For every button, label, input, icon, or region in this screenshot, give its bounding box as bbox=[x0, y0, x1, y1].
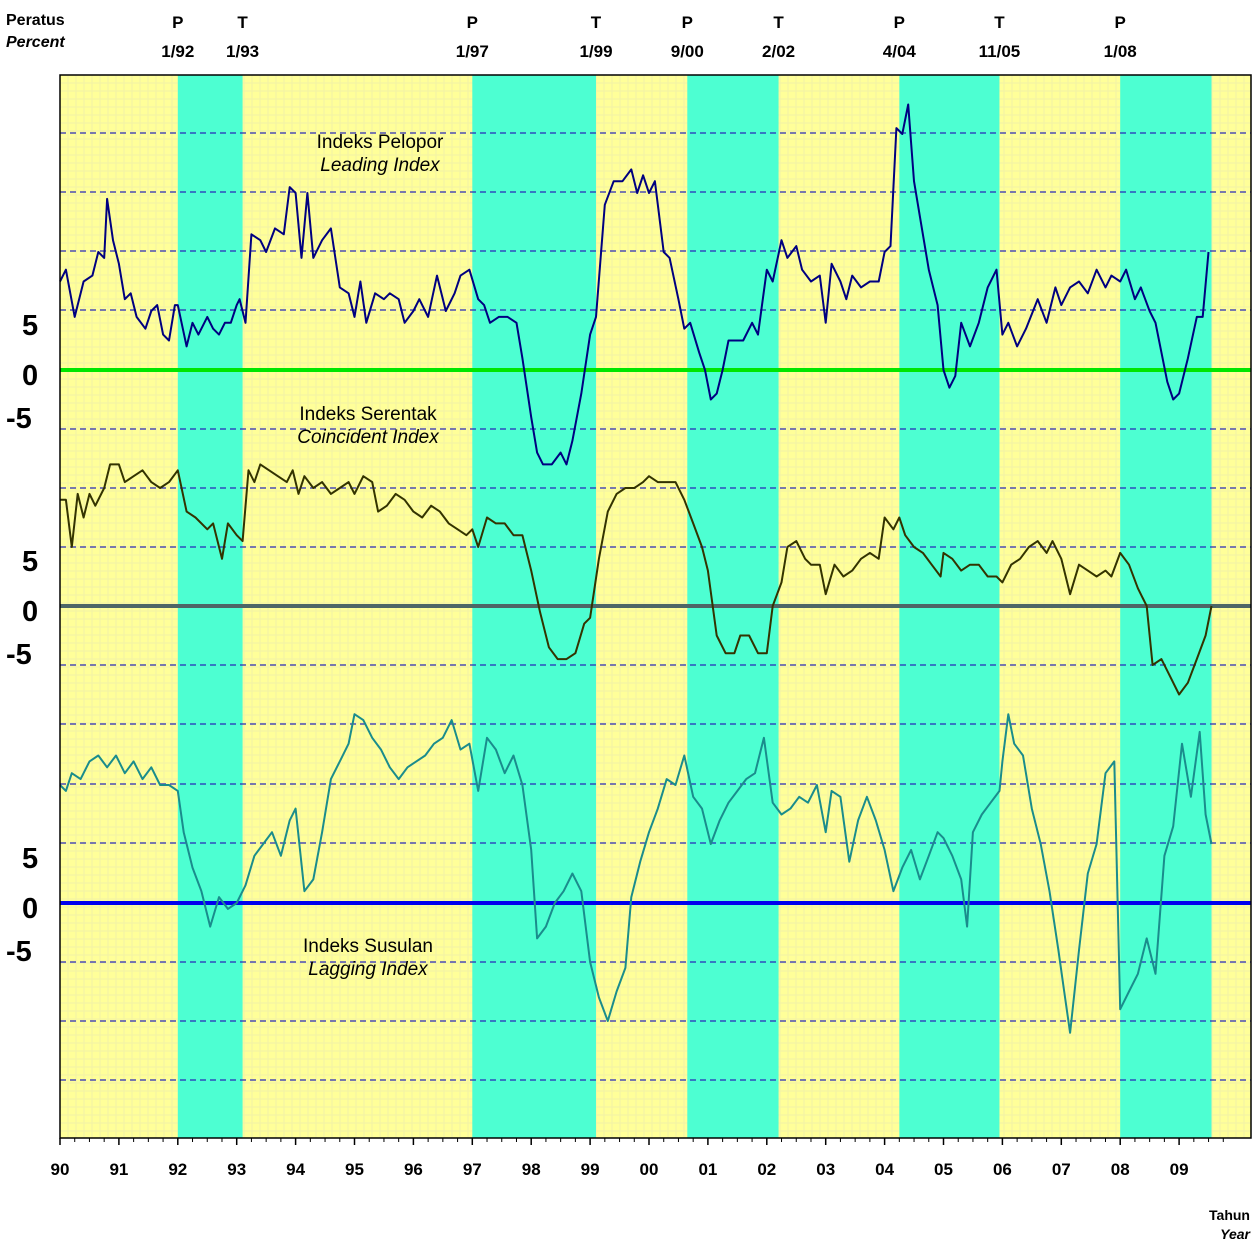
x-axis-ticks bbox=[59, 1138, 1224, 1145]
y-tick-label: 0 bbox=[22, 596, 38, 628]
turning-point-date: 1/97 bbox=[456, 42, 489, 61]
series-name: Indeks Susulan bbox=[303, 936, 433, 957]
turning-point-date: 4/04 bbox=[883, 42, 917, 61]
turning-point-type: T bbox=[773, 13, 784, 32]
x-tick-label: 90 bbox=[51, 1160, 70, 1179]
plot-border bbox=[59, 74, 1252, 1139]
series-name: Indeks Serentak bbox=[299, 404, 437, 425]
y-tick-label: -5 bbox=[6, 639, 32, 671]
turning-point-type: P bbox=[172, 13, 183, 32]
x-tick-label: 05 bbox=[934, 1160, 953, 1179]
turning-point-date: 1/93 bbox=[226, 42, 259, 61]
y-tick-label: 5 bbox=[22, 310, 38, 342]
turning-point-date: 2/02 bbox=[762, 42, 795, 61]
series-name-en: Coincident Index bbox=[297, 427, 440, 448]
x-tick-label: 96 bbox=[404, 1160, 423, 1179]
series-name-en: Leading Index bbox=[320, 155, 441, 176]
series-name-en: Lagging Index bbox=[308, 959, 429, 980]
turning-point-type: P bbox=[682, 13, 693, 32]
x-tick-label: 92 bbox=[168, 1160, 187, 1179]
x-tick-label: 03 bbox=[816, 1160, 835, 1179]
series-line bbox=[59, 103, 1210, 466]
x-tick-label: 07 bbox=[1052, 1160, 1071, 1179]
x-tick-label: 97 bbox=[463, 1160, 482, 1179]
y-tick-label: 0 bbox=[22, 893, 38, 925]
y-unit-label: Peratus bbox=[6, 12, 65, 29]
x-tick-label: 01 bbox=[698, 1160, 717, 1179]
x-tick-label: 93 bbox=[227, 1160, 246, 1179]
turning-point-type: T bbox=[591, 13, 602, 32]
x-unit-label: Tahun bbox=[1209, 1207, 1250, 1223]
turning-point-type: P bbox=[1115, 13, 1126, 32]
y-unit-label-en: Percent bbox=[6, 34, 65, 51]
turning-point-date: 1/08 bbox=[1104, 42, 1137, 61]
series-line bbox=[60, 463, 1213, 696]
turning-point-labels: P 1/92 T 1/93 P 1/97 T 1/99 P 9/00 T 2/02 P 4/04 T 11/0… bbox=[161, 13, 1136, 61]
turning-point-date: 9/00 bbox=[671, 42, 704, 61]
x-tick-label: 99 bbox=[581, 1160, 600, 1179]
x-tick-label: 98 bbox=[522, 1160, 541, 1179]
x-tick-label: 95 bbox=[345, 1160, 364, 1179]
y-tick-label: 5 bbox=[22, 843, 38, 875]
x-unit-label-en: Year bbox=[1220, 1226, 1251, 1242]
turning-point-type: T bbox=[237, 13, 248, 32]
series-line bbox=[59, 713, 1213, 1034]
x-tick-label: 02 bbox=[757, 1160, 776, 1179]
dashed-grid bbox=[60, 132, 1251, 1081]
turning-point-date: 11/05 bbox=[979, 42, 1021, 61]
x-tick-label: 91 bbox=[109, 1160, 128, 1179]
turning-point-type: P bbox=[894, 13, 905, 32]
turning-point-type: P bbox=[467, 13, 478, 32]
zero-lines bbox=[60, 368, 1251, 905]
turning-point-date: 1/92 bbox=[161, 42, 194, 61]
x-tick-label: 06 bbox=[993, 1160, 1012, 1179]
turning-point-date: 1/99 bbox=[579, 42, 612, 61]
series-name: Indeks Pelopor bbox=[317, 132, 444, 153]
x-tick-label: 94 bbox=[286, 1160, 305, 1179]
y-tick-label: -5 bbox=[6, 403, 32, 435]
y-axis-labels: 5 0 -5 5 0 -5 5 0 -5 bbox=[6, 310, 38, 968]
x-axis-labels: 90 91 92 93 94 95 96 97 98 99 00 01 02 03 04 05 06 07 08 09 bbox=[51, 1160, 1189, 1179]
x-tick-label: 04 bbox=[875, 1160, 894, 1179]
x-tick-label: 08 bbox=[1111, 1160, 1130, 1179]
turning-point-type: T bbox=[994, 13, 1005, 32]
y-tick-label: -5 bbox=[6, 936, 32, 968]
y-tick-label: 0 bbox=[22, 360, 38, 392]
x-tick-label: 00 bbox=[640, 1160, 659, 1179]
y-tick-label: 5 bbox=[22, 546, 38, 578]
series-lines bbox=[59, 103, 1213, 1034]
x-tick-label: 09 bbox=[1170, 1160, 1189, 1179]
